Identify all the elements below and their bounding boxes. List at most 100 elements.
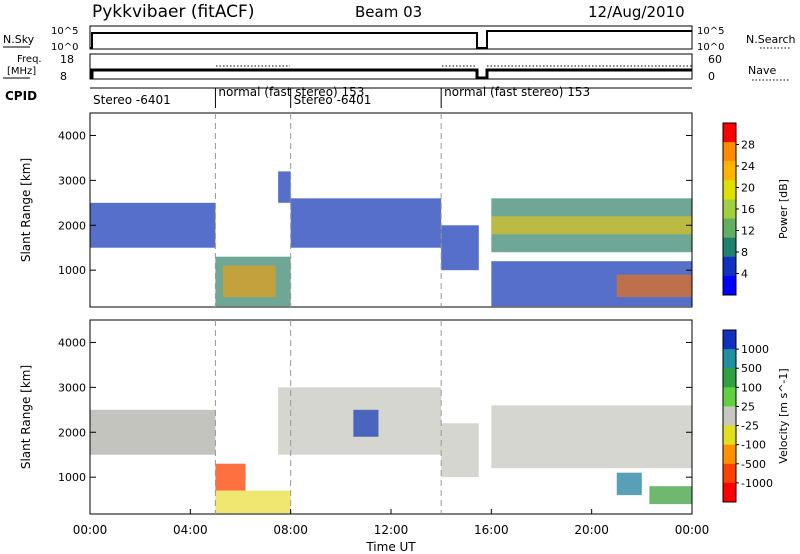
nsky-label: N.Sky <box>3 33 35 46</box>
y-tick-label: 3000 <box>58 381 86 394</box>
x-tick-label: 00:00 <box>73 523 108 537</box>
colorbar-swatch <box>723 406 736 427</box>
colorbar-swatch <box>723 368 736 388</box>
data-cell <box>278 171 291 203</box>
colorbar-swatch <box>723 142 736 162</box>
colorbar-swatch <box>723 463 736 484</box>
nsearch-label: N.Search <box>746 33 796 46</box>
colorbar-swatch <box>723 482 736 503</box>
colorbar-swatch <box>723 349 736 369</box>
freq-label-line2: [MHz] <box>7 66 36 77</box>
colorbar-swatch <box>723 330 736 350</box>
data-cell <box>491 216 692 235</box>
colorbar-tick-label: -100 <box>741 439 766 452</box>
y-tick-label: 3000 <box>58 174 86 187</box>
colorbar-swatch <box>723 199 736 220</box>
nave-tick-bottom: 0 <box>708 70 715 83</box>
nsky-strip: N.Sky 10^5 10^0 10^5 10^0 N.Search <box>3 25 796 53</box>
y-axis-label: Slant Range [km] <box>19 365 33 469</box>
colorbar-tick-label: 24 <box>741 160 755 173</box>
colorbar-label: Power [dB] <box>777 179 790 239</box>
colorbar-tick-label: -500 <box>741 458 766 471</box>
time-axis-label: Time UT <box>365 540 416 554</box>
colorbar-tick-label: 500 <box>741 362 762 375</box>
station-title: Pykkvibaer (fitACF) <box>92 2 254 22</box>
nsearch-tick-bottom: 10^0 <box>697 42 724 53</box>
data-cell <box>616 274 692 298</box>
colorbar-tick-label: 4 <box>741 268 748 281</box>
y-tick-label: 4000 <box>58 129 86 142</box>
data-cell <box>290 198 442 248</box>
freq-label-line1: Freq. <box>17 54 42 65</box>
colorbar-tick-label: 25 <box>741 400 755 413</box>
x-tick-label: 16:00 <box>474 523 509 537</box>
colorbar-swatch <box>723 425 736 446</box>
data-cell <box>215 463 246 491</box>
nave-tick-top: 60 <box>708 53 722 66</box>
data-cell <box>491 405 692 469</box>
colorbar-tick-label: 16 <box>741 203 755 216</box>
velocity-panel: 4000 3000 2000 1000 Slant Range [km] 1000 500 1… <box>19 319 790 515</box>
nsky-trace <box>90 30 692 49</box>
y-tick-label: 1000 <box>58 264 86 277</box>
colorbar-swatch <box>723 180 736 200</box>
date-label: 12/Aug/2010 <box>588 3 685 21</box>
colorbar-tick-label: 100 <box>741 381 762 394</box>
colorbar-tick-label: -1000 <box>741 477 773 490</box>
freq-tick-top: 18 <box>60 53 74 66</box>
colorbar-tick-label: 12 <box>741 225 755 238</box>
data-cell <box>90 409 216 455</box>
power-panel: 4000 3000 2000 1000 Slant Range [km] 28 24 20 16… <box>19 112 790 308</box>
x-tick-label: 04:00 <box>173 523 208 537</box>
colorbar-swatch <box>723 161 736 181</box>
cpid-segment-label: Stereo -6401 <box>294 93 372 107</box>
colorbar-tick-label: 28 <box>741 139 755 152</box>
colorbar-tick-label: -25 <box>741 420 759 433</box>
colorbar-tick-label: 1000 <box>741 343 769 356</box>
colorbar-swatch <box>723 218 736 239</box>
nsky-strip-frame <box>89 25 693 50</box>
colorbar-swatch <box>723 444 736 465</box>
nsky-tick-bottom: 10^0 <box>51 42 78 53</box>
cpid-segment-label: normal (fast stereo) 153 <box>444 85 590 99</box>
y-tick-label: 1000 <box>58 471 86 484</box>
colorbar-tick-label: 8 <box>741 246 748 259</box>
x-tick-label: 20:00 <box>574 523 609 537</box>
cpid-segment-label: normal (fast stereo) 153 <box>218 85 364 99</box>
data-cell <box>441 423 479 478</box>
freq-tick-bottom: 8 <box>60 70 67 83</box>
colorbar-label: Velocity [m s^-1] <box>777 368 790 463</box>
data-cell <box>353 409 379 437</box>
data-cell <box>616 472 642 496</box>
x-tick-label: 12:00 <box>374 523 409 537</box>
data-cell <box>90 202 216 248</box>
freq-trace <box>90 68 692 80</box>
x-tick-label: 00:00 <box>675 523 710 537</box>
data-cell <box>215 490 291 514</box>
freq-strip-frame <box>89 53 693 80</box>
time-axis: 00:00 04:00 08:00 12:00 16:00 20:00 00:00 <box>73 509 710 537</box>
nsearch-tick-top: 10^5 <box>697 26 724 37</box>
colorbar-swatch <box>723 237 736 258</box>
y-tick-label: 4000 <box>58 336 86 349</box>
freq-strip: Freq. [MHz] 18 8 60 0 Nave <box>3 53 790 83</box>
data-cell <box>441 225 479 271</box>
y-tick-label: 2000 <box>58 219 86 232</box>
colorbar-swatch <box>723 275 736 296</box>
colorbar-tick-label: 20 <box>741 182 755 195</box>
cpid-label: CPID <box>5 89 37 103</box>
colorbar-swatch <box>723 256 736 277</box>
colorbar-swatch <box>723 123 736 143</box>
y-tick-label: 2000 <box>58 426 86 439</box>
nsky-tick-top: 10^5 <box>51 26 78 37</box>
panel-frame <box>89 112 693 308</box>
beam-label: Beam 03 <box>355 3 422 21</box>
colorbar-frame <box>722 329 737 503</box>
cpid-segment-label: Stereo -6401 <box>93 93 171 107</box>
colorbar-swatch <box>723 387 736 407</box>
y-axis-label: Slant Range [km] <box>19 158 33 262</box>
data-cell <box>222 265 276 298</box>
